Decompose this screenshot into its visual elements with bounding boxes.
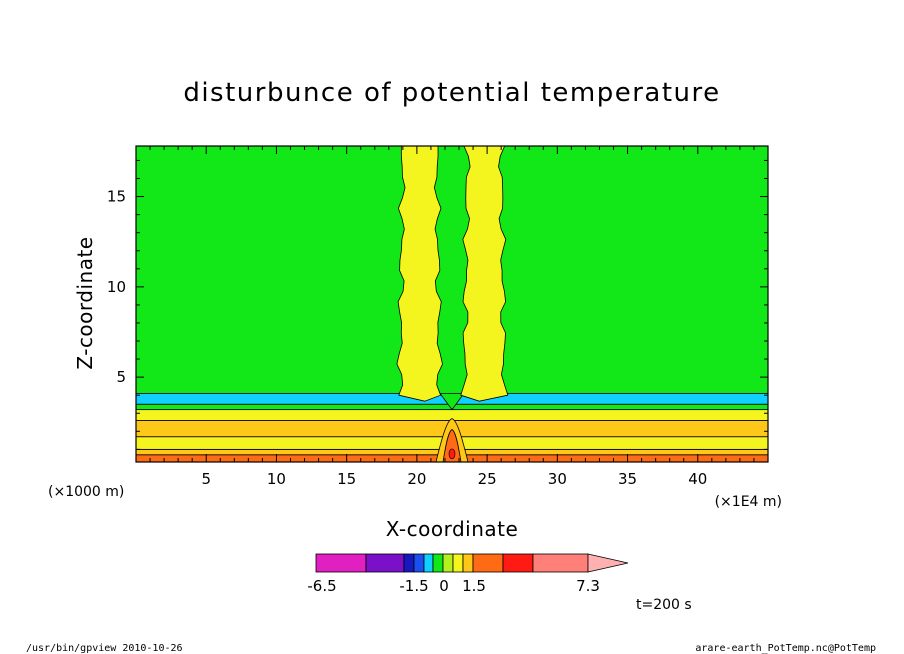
chart-title: disturbunce of potential temperature bbox=[183, 78, 720, 108]
x-tick-label: 35 bbox=[618, 470, 637, 488]
colorbar bbox=[315, 553, 629, 573]
center-hot-spot bbox=[448, 448, 456, 460]
colorbar-segment bbox=[413, 553, 425, 573]
footer-right: arare-earth_PotTemp.nc@PotTemp bbox=[695, 643, 876, 654]
y-scale-label: (×1000 m) bbox=[48, 484, 124, 500]
center-gap bbox=[439, 392, 465, 411]
plume-1 bbox=[396, 145, 443, 402]
center-warm-core bbox=[442, 429, 462, 463]
x-tick-label: 30 bbox=[548, 470, 567, 488]
plot-area bbox=[135, 145, 769, 463]
x-scale-label: (×1E4 m) bbox=[715, 494, 782, 510]
colorbar-labels: -6.5 -1.5 0 1.5 7.3 bbox=[307, 577, 600, 595]
x-tick-label: 20 bbox=[407, 470, 426, 488]
x-tick-labels: 5 10 15 20 25 30 35 40 bbox=[201, 470, 707, 488]
y-tick-labels: 5 10 15 bbox=[107, 188, 126, 387]
colorbar-segment bbox=[472, 553, 504, 573]
colorbar-segment bbox=[502, 553, 534, 573]
axis-ticks bbox=[136, 146, 768, 462]
y-tick-label: 15 bbox=[107, 188, 126, 206]
colorbar-segment bbox=[403, 553, 415, 573]
colorbar-label: -1.5 bbox=[399, 577, 428, 595]
time-label: t=200 s bbox=[636, 597, 692, 613]
colorbar-label: -6.5 bbox=[307, 577, 336, 595]
x-tick-label: 15 bbox=[337, 470, 356, 488]
y-axis-label: Z-coordinate bbox=[73, 236, 97, 369]
x-axis-label: X-coordinate bbox=[386, 517, 519, 541]
x-tick-label: 25 bbox=[478, 470, 497, 488]
footer-left: /usr/bin/gpview 2010-10-26 bbox=[26, 643, 183, 654]
colorbar-segment bbox=[315, 553, 367, 573]
x-tick-label: 5 bbox=[201, 470, 211, 488]
colorbar-label: 7.3 bbox=[576, 577, 600, 595]
colorbar-segment bbox=[462, 553, 474, 573]
colorbar-segment bbox=[365, 553, 405, 573]
x-tick-label: 40 bbox=[688, 470, 707, 488]
y-tick-label: 10 bbox=[107, 278, 126, 296]
plume-2 bbox=[460, 145, 509, 402]
colorbar-arrow bbox=[587, 553, 629, 573]
colorbar-segment bbox=[532, 553, 589, 573]
colorbar-segment bbox=[452, 553, 464, 573]
plot-frame bbox=[135, 145, 769, 463]
colorbar-label: 0 bbox=[439, 577, 449, 595]
colorbar-label: 1.5 bbox=[462, 577, 486, 595]
colorbar-segment bbox=[423, 553, 434, 573]
y-tick-label: 5 bbox=[116, 368, 126, 386]
colorbar-segment bbox=[432, 553, 444, 573]
x-tick-label: 10 bbox=[267, 470, 286, 488]
colorbar-segment bbox=[442, 553, 454, 573]
